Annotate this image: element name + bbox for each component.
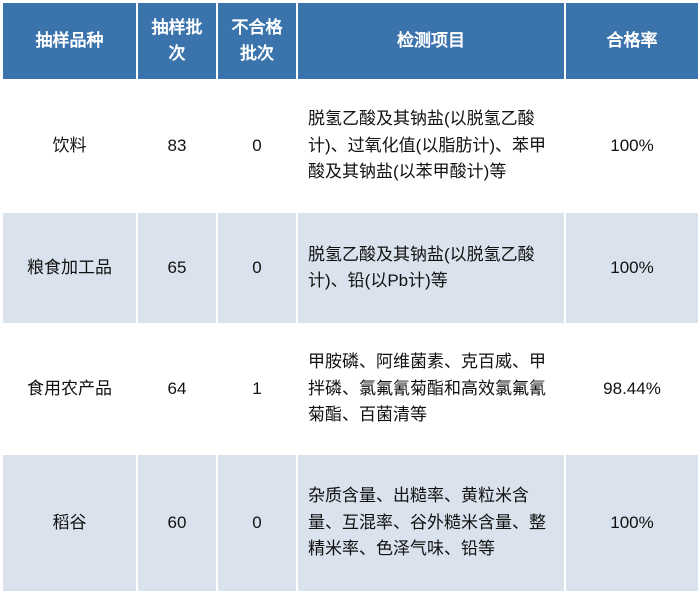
cell-items: 脱氢乙酸及其钠盐(以脱氢乙酸计)、铅(以Pb计)等	[297, 212, 565, 324]
cell-samples: 65	[137, 212, 217, 324]
cell-passrate: 98.44%	[565, 324, 699, 454]
sampling-results-table: 抽样品种 抽样批次 不合格批次 检测项目 合格率 饮料 83 0 脱氢乙酸及其钠…	[1, 1, 700, 593]
table-header: 抽样品种 抽样批次 不合格批次 检测项目 合格率	[2, 2, 699, 80]
table-row: 粮食加工品 65 0 脱氢乙酸及其钠盐(以脱氢乙酸计)、铅(以Pb计)等 100…	[2, 212, 699, 324]
table-row: 稻谷 60 0 杂质含量、出糙率、黄粒米含量、互混率、谷外糙米含量、整精米率、色…	[2, 454, 699, 592]
table-row: 食用农产品 64 1 甲胺磷、阿维菌素、克百威、甲拌磷、氯氟氰菊酯和高效氯氟氰菊…	[2, 324, 699, 454]
cell-fails: 1	[217, 324, 297, 454]
cell-category: 饮料	[2, 80, 137, 212]
cell-fails: 0	[217, 212, 297, 324]
cell-fails: 0	[217, 80, 297, 212]
cell-items: 杂质含量、出糙率、黄粒米含量、互混率、谷外糙米含量、整精米率、色泽气味、铅等	[297, 454, 565, 592]
cell-category: 粮食加工品	[2, 212, 137, 324]
cell-category: 稻谷	[2, 454, 137, 592]
col-header-category: 抽样品种	[2, 2, 137, 80]
cell-category: 食用农产品	[2, 324, 137, 454]
cell-passrate: 100%	[565, 212, 699, 324]
col-header-samples: 抽样批次	[137, 2, 217, 80]
col-header-fails: 不合格批次	[217, 2, 297, 80]
col-header-passrate: 合格率	[565, 2, 699, 80]
cell-samples: 64	[137, 324, 217, 454]
cell-passrate: 100%	[565, 454, 699, 592]
cell-samples: 60	[137, 454, 217, 592]
cell-fails: 0	[217, 454, 297, 592]
cell-samples: 83	[137, 80, 217, 212]
table-row: 饮料 83 0 脱氢乙酸及其钠盐(以脱氢乙酸计)、过氧化值(以脂肪计)、苯甲酸及…	[2, 80, 699, 212]
cell-passrate: 100%	[565, 80, 699, 212]
cell-items: 甲胺磷、阿维菌素、克百威、甲拌磷、氯氟氰菊酯和高效氯氟氰菊酯、百菌清等	[297, 324, 565, 454]
col-header-items: 检测项目	[297, 2, 565, 80]
cell-items: 脱氢乙酸及其钠盐(以脱氢乙酸计)、过氧化值(以脂肪计)、苯甲酸及其钠盐(以苯甲酸…	[297, 80, 565, 212]
